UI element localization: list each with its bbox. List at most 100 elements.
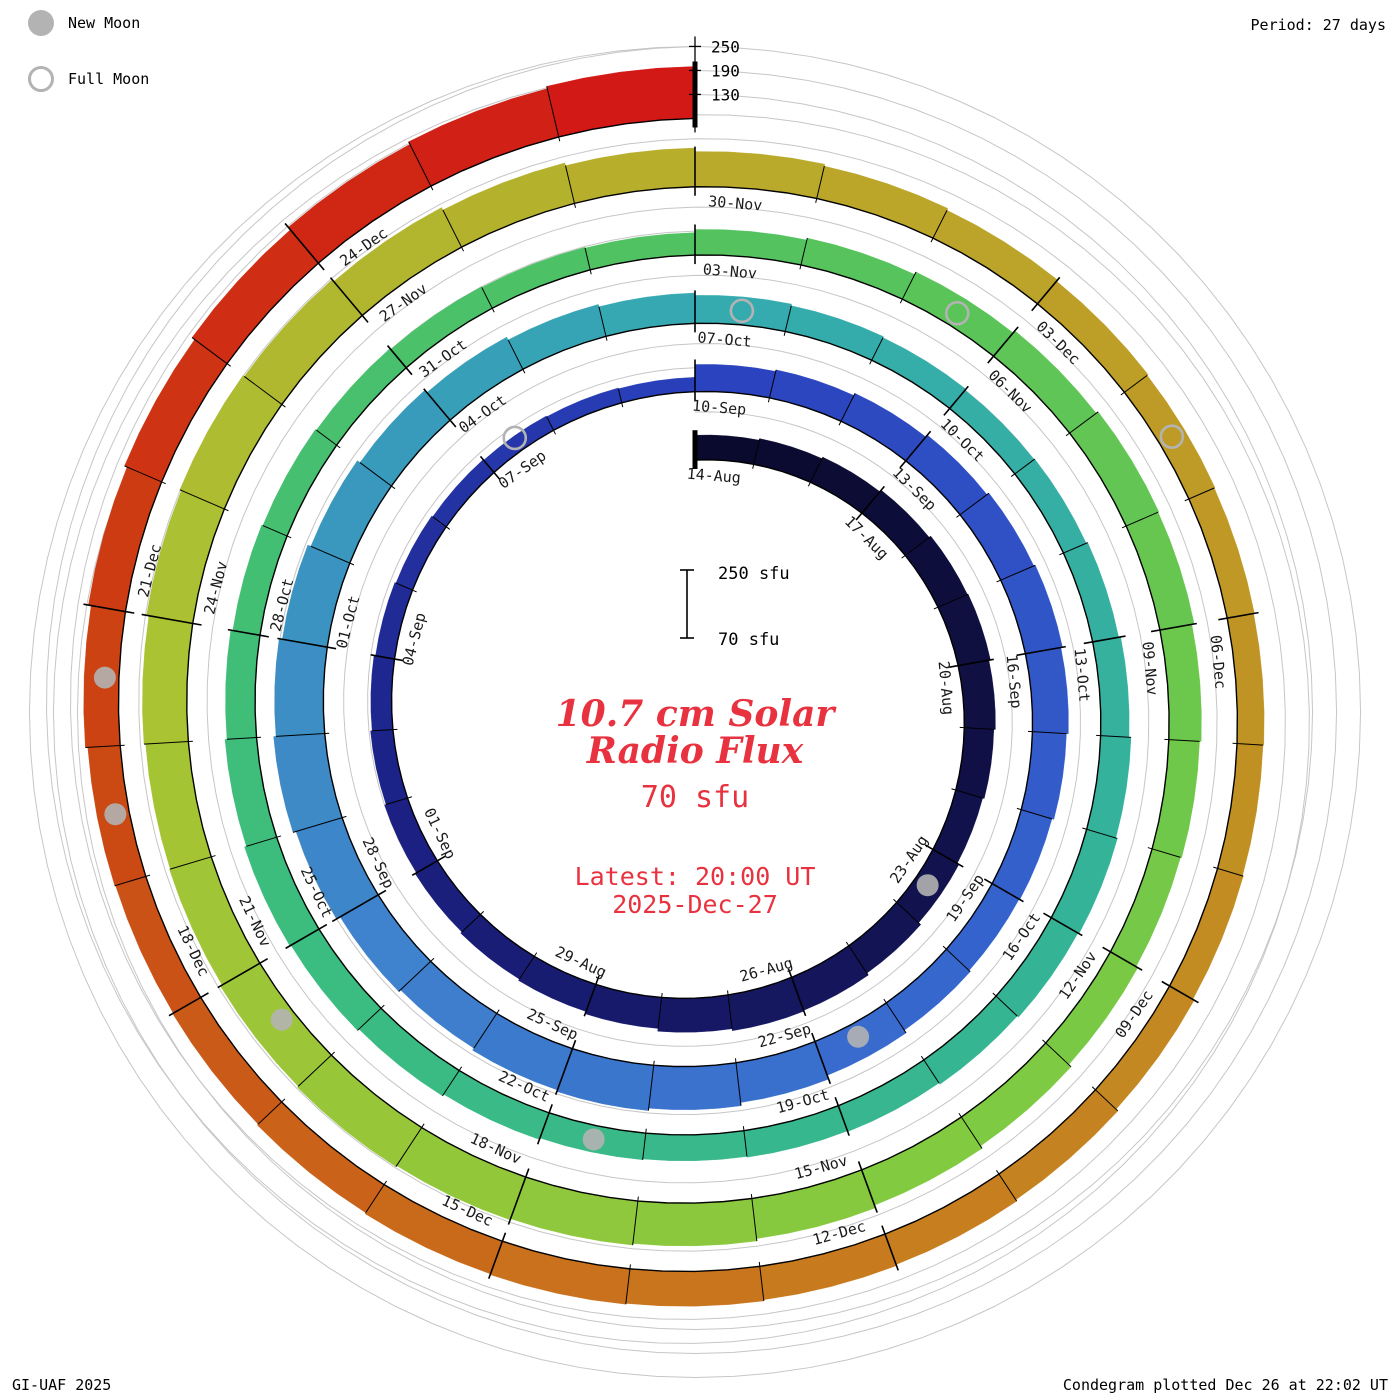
day-tick xyxy=(1027,730,1067,735)
flux-bar xyxy=(598,292,696,337)
date-label: 16-Sep xyxy=(1002,654,1025,710)
day-tick xyxy=(920,1055,940,1084)
day-tick xyxy=(767,369,777,403)
date-label: 09-Nov xyxy=(1138,641,1161,697)
new-moon-marker xyxy=(916,874,939,897)
new-moon-marker xyxy=(270,1008,293,1031)
flux-bar xyxy=(995,917,1079,1018)
day-tick xyxy=(398,957,435,992)
flux-bar xyxy=(274,638,328,737)
day-tick xyxy=(1059,542,1088,556)
legend-new-moon: New Moon xyxy=(28,8,149,38)
flux-bar xyxy=(694,229,808,266)
flux-bar xyxy=(1086,735,1132,839)
day-tick xyxy=(246,835,282,847)
flux-bar xyxy=(442,162,575,248)
day-tick xyxy=(834,1096,850,1136)
flux-bar xyxy=(273,733,343,833)
flux-bar xyxy=(657,994,733,1033)
flux-bar xyxy=(565,147,696,204)
full-moon-icon xyxy=(28,66,54,92)
day-tick xyxy=(758,1261,765,1301)
latest-date-label: 2025-Dec-27 xyxy=(612,890,778,919)
day-tick xyxy=(395,1123,425,1167)
day-tick xyxy=(114,874,151,887)
day-tick xyxy=(983,878,1024,903)
flux-bar xyxy=(1217,743,1264,877)
date-label: 13-Oct xyxy=(1070,647,1093,703)
day-tick xyxy=(942,945,971,973)
flux-bar xyxy=(370,729,408,805)
day-tick xyxy=(996,564,1036,583)
day-tick xyxy=(546,416,556,435)
day-tick xyxy=(632,1196,639,1246)
flux-bar xyxy=(507,304,607,370)
new-moon-icon xyxy=(28,10,54,36)
day-tick xyxy=(292,815,347,833)
full-moon-marker xyxy=(1159,424,1185,449)
day-tick xyxy=(372,728,398,732)
day-tick xyxy=(1184,487,1215,502)
flux-bar xyxy=(1000,564,1063,654)
flux-bar xyxy=(727,977,805,1031)
day-tick xyxy=(1121,511,1159,529)
new-moon-marker xyxy=(582,1128,605,1151)
day-tick xyxy=(85,744,125,749)
day-tick xyxy=(881,1225,899,1271)
day-tick xyxy=(408,141,434,191)
flux-bar xyxy=(1069,411,1160,527)
new-moon-marker xyxy=(847,1025,870,1048)
day-tick xyxy=(565,165,576,208)
day-tick xyxy=(226,736,262,740)
day-tick xyxy=(275,732,330,737)
date-label: 07-Oct xyxy=(697,328,752,350)
day-tick xyxy=(752,438,761,469)
chart-title-line1: 10.7 cm Solar xyxy=(556,693,838,735)
day-tick xyxy=(168,992,209,1017)
day-tick xyxy=(899,271,917,304)
day-tick xyxy=(297,1051,335,1087)
day-tick xyxy=(625,1264,631,1305)
spiral-baseline xyxy=(117,117,1239,1273)
flux-bar xyxy=(625,1266,765,1307)
radial-axis-label: 190 xyxy=(711,61,740,80)
day-tick xyxy=(442,1066,463,1097)
chart-title-line2: Radio Flux xyxy=(586,730,804,772)
day-tick xyxy=(901,535,932,559)
plotted-label: Condegram plotted Dec 26 at 22:02 UT xyxy=(1062,1376,1388,1394)
day-tick xyxy=(815,166,825,203)
date-label: 06-Dec xyxy=(1206,634,1229,690)
full-moon-marker xyxy=(729,298,755,324)
scale-max-label: 250 sfu xyxy=(718,564,790,584)
full-moon-marker xyxy=(944,300,970,326)
new-moon-label: New Moon xyxy=(68,14,141,32)
flux-bar xyxy=(1226,613,1265,746)
date-label: 30-Nov xyxy=(708,192,763,214)
day-tick xyxy=(432,516,451,530)
day-tick xyxy=(951,788,983,799)
flux-bar xyxy=(481,247,591,309)
day-tick xyxy=(987,326,1019,364)
flux-bar xyxy=(838,1059,940,1132)
day-tick xyxy=(1213,866,1244,877)
flux-bar xyxy=(489,1240,631,1305)
day-tick xyxy=(1164,738,1200,742)
flux-bar xyxy=(871,337,967,409)
day-tick xyxy=(855,485,885,521)
flux-bar xyxy=(743,1105,848,1158)
moon-legend: New Moon Full Moon xyxy=(28,8,149,120)
day-tick xyxy=(143,740,193,745)
day-tick xyxy=(277,637,337,650)
day-tick xyxy=(124,465,166,485)
day-tick xyxy=(727,990,733,1029)
day-tick xyxy=(598,306,608,341)
day-tick xyxy=(1082,827,1118,839)
flux-bar xyxy=(370,655,395,732)
day-tick xyxy=(996,1170,1018,1202)
day-tick xyxy=(883,998,907,1034)
flux-bar xyxy=(932,789,983,864)
day-tick xyxy=(750,1193,758,1242)
day-tick xyxy=(1042,1039,1072,1068)
full-moon-label: Full Moon xyxy=(68,70,150,88)
